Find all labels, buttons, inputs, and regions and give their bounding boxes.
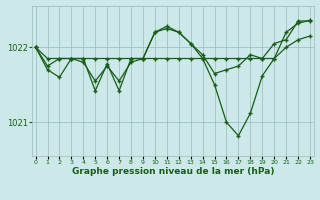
X-axis label: Graphe pression niveau de la mer (hPa): Graphe pression niveau de la mer (hPa) <box>72 167 274 176</box>
